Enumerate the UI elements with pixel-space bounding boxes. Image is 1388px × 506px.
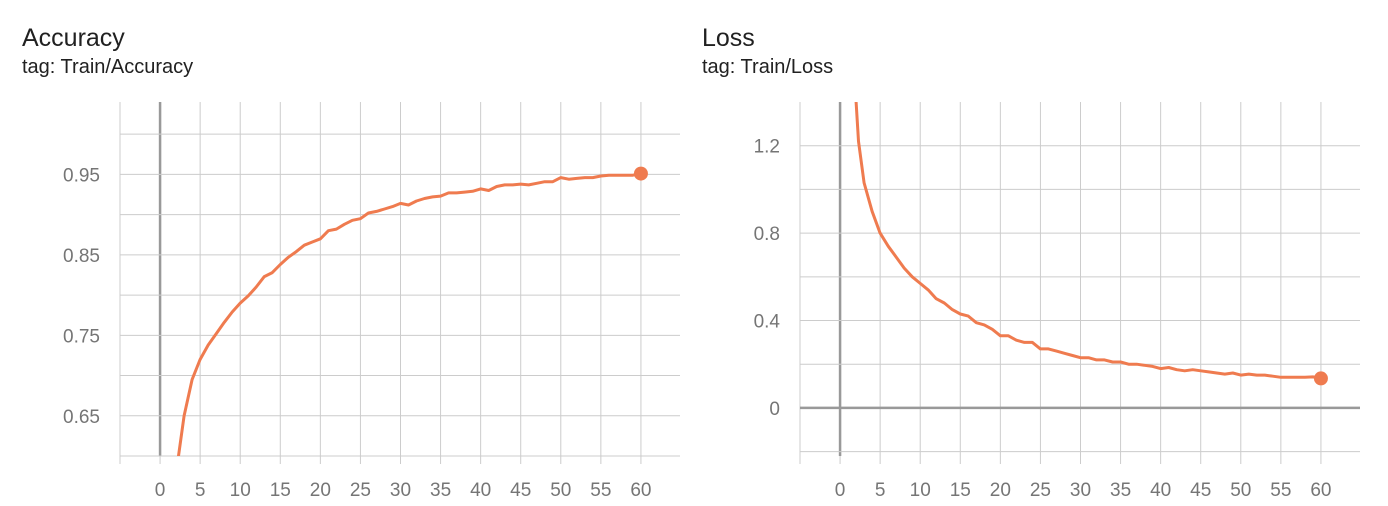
x-tick-label: 45 — [510, 480, 531, 501]
y-tick-label: 0.95 — [63, 165, 100, 186]
y-tick-label: 1.2 — [754, 137, 780, 158]
x-tick-label: 15 — [270, 480, 291, 501]
x-tick-label: 20 — [310, 480, 331, 501]
series-line[interactable] — [177, 172, 643, 456]
x-tick-label: 25 — [350, 480, 371, 501]
series-line[interactable] — [854, 102, 1323, 380]
x-tick-label: 40 — [470, 480, 491, 501]
y-tick-label: 0.4 — [754, 312, 781, 333]
x-tick-label: 45 — [1190, 480, 1211, 501]
last-point-marker[interactable] — [1313, 371, 1328, 386]
x-tick-label: 30 — [1070, 480, 1091, 501]
accuracy-chart[interactable]: 0 5 10 15 20 25 30 35 40 45 50 55 60 0.65 0.75 0.85 0.95 — [0, 0, 680, 506]
x-tick-label: 50 — [1230, 480, 1251, 501]
x-tick-label: 5 — [195, 480, 206, 501]
loss-panel: Loss tag: Train/Loss 0 5 10 15 20 25 30 35 40 45 5… — [680, 0, 1360, 506]
y-tick-label: 0.8 — [754, 224, 780, 245]
last-point-marker[interactable] — [633, 166, 648, 181]
x-tick-label: 0 — [835, 480, 846, 501]
y-tick-label: 0.65 — [63, 407, 100, 428]
x-tick-label: 15 — [950, 480, 971, 501]
x-tick-label: 55 — [590, 480, 611, 501]
x-tick-label: 10 — [230, 480, 251, 501]
x-tick-label: 0 — [155, 480, 166, 501]
x-tick-label: 55 — [1270, 480, 1291, 501]
chart-title: Loss — [702, 24, 755, 52]
accuracy-panel: Accuracy tag: Train/Accuracy 0 5 10 15 20 25 3… — [0, 0, 680, 506]
x-tick-label: 20 — [990, 480, 1011, 501]
chart-subtitle: tag: Train/Loss — [702, 56, 834, 78]
y-tick-label: 0.75 — [63, 326, 100, 347]
x-tick-label: 10 — [910, 480, 931, 501]
grid — [799, 102, 1360, 464]
x-tick-label: 50 — [550, 480, 571, 501]
chart-subtitle: tag: Train/Accuracy — [22, 56, 194, 78]
x-tick-label: 40 — [1150, 480, 1171, 501]
x-tick-label: 60 — [1310, 480, 1331, 501]
x-tick-label: 25 — [1030, 480, 1051, 501]
chart-title: Accuracy — [22, 24, 125, 52]
y-tick-label: 0.85 — [63, 246, 100, 267]
y-tick-label: 0 — [769, 399, 780, 420]
x-tick-label: 60 — [630, 480, 651, 501]
x-tick-label: 35 — [430, 480, 451, 501]
grid — [119, 102, 680, 464]
loss-chart[interactable]: 0 5 10 15 20 25 30 35 40 45 50 55 60 0 0.4 0.8 1.2 — [680, 0, 1360, 506]
x-tick-label: 30 — [390, 480, 411, 501]
x-tick-label: 35 — [1110, 480, 1131, 501]
x-tick-label: 5 — [875, 480, 886, 501]
